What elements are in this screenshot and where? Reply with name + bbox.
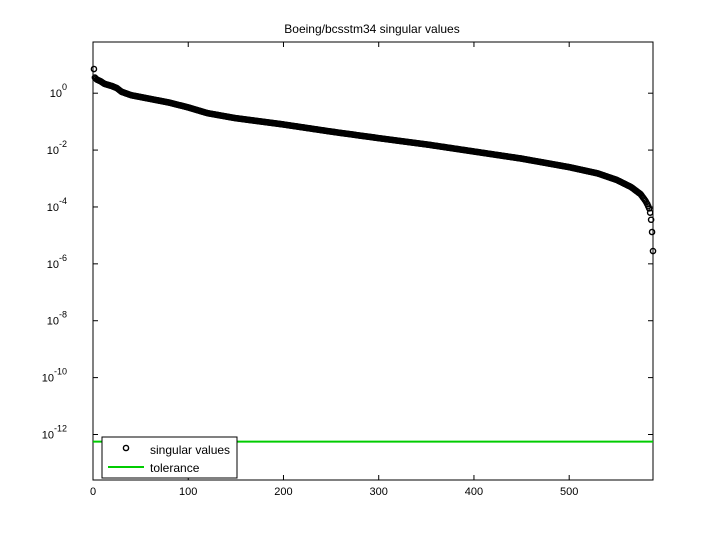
singular-values-series (90, 65, 657, 255)
x-tick-label: 0 (90, 486, 96, 498)
chart-title: Boeing/bcsstm34 singular values (284, 22, 459, 36)
x-axis: 0 100 200 300 400 500 (90, 42, 578, 498)
plot-area (92, 41, 654, 481)
singular-value-point (646, 209, 654, 216)
singular-value-point (647, 216, 655, 224)
singular-value-point (649, 247, 657, 255)
x-tick-label: 400 (465, 486, 483, 498)
legend-label-tolerance: tolerance (150, 461, 200, 475)
singular-value-point (648, 228, 656, 236)
x-tick-label: 100 (179, 486, 197, 498)
legend-box (101, 436, 238, 479)
legend-label-singular-values: singular values (150, 443, 230, 457)
x-tick-label: 300 (370, 486, 388, 498)
singular-value-point (645, 205, 653, 212)
x-tick-label: 200 (274, 486, 292, 498)
legend: singular values tolerance (101, 436, 238, 479)
x-tick-label: 500 (560, 486, 578, 498)
legend-marker-singular-values (122, 444, 130, 452)
singular-value-point (90, 65, 98, 73)
